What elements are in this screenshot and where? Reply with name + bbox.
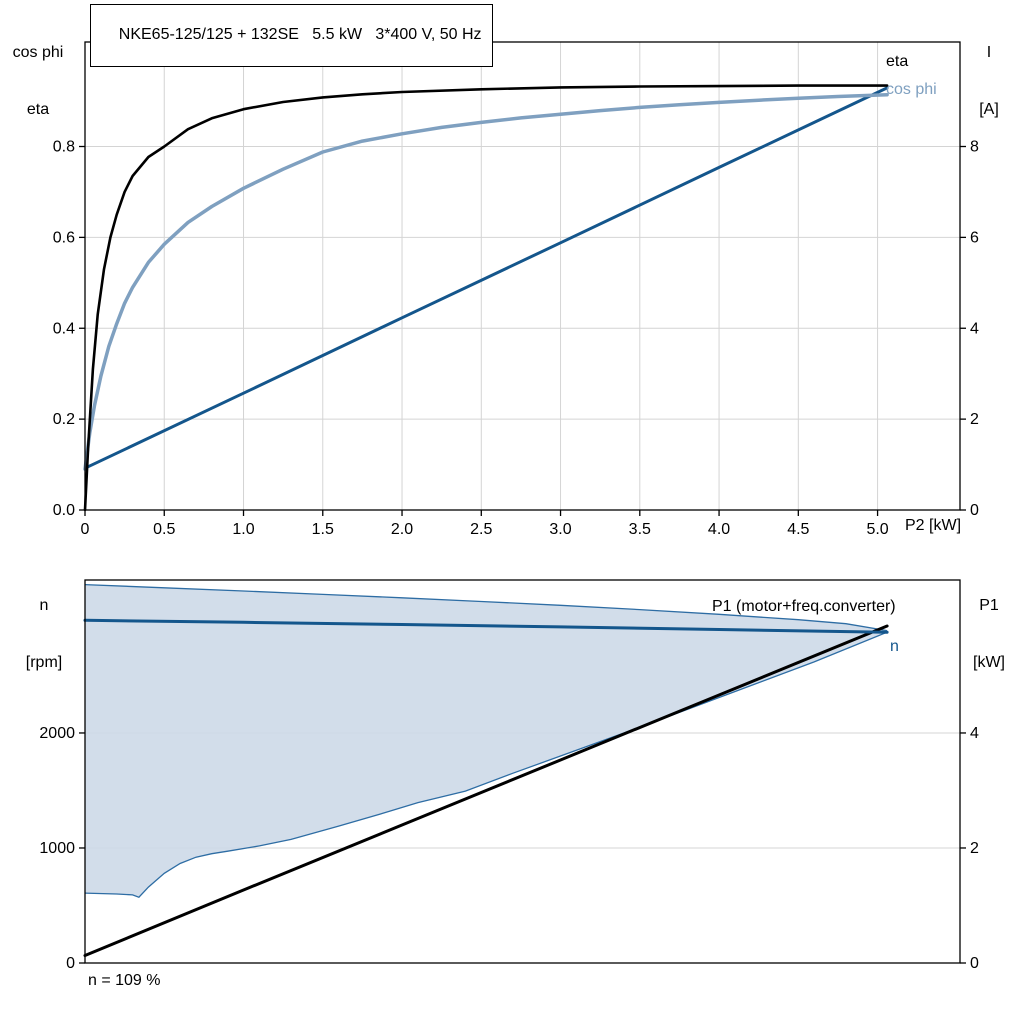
svg-text:2: 2 xyxy=(970,840,979,857)
eta-curve-label: eta xyxy=(886,53,909,70)
left-axis-label-cos-phi: cos phi xyxy=(12,44,64,61)
cos-phi-curve-label: cos phi xyxy=(886,81,937,98)
right-axis-label-kw-unit: [kW] xyxy=(973,654,1005,671)
svg-text:0: 0 xyxy=(81,521,90,538)
svg-text:0: 0 xyxy=(66,955,75,972)
svg-text:3.5: 3.5 xyxy=(629,521,651,538)
svg-text:0: 0 xyxy=(970,502,979,519)
svg-text:6: 6 xyxy=(970,229,979,246)
svg-text:0.8: 0.8 xyxy=(53,139,75,156)
lower-right-axis-label: P1 [kW] xyxy=(960,558,1018,710)
right-axis-label-ampere-unit: [A] xyxy=(979,101,999,118)
svg-text:0.0: 0.0 xyxy=(53,502,75,519)
upper-right-axis-label: I [A] xyxy=(960,5,1018,157)
svg-text:3.0: 3.0 xyxy=(549,521,571,538)
p1-curve-label: P1 (motor+freq.converter) xyxy=(712,598,896,615)
right-axis-label-current: I xyxy=(986,44,992,61)
svg-text:1.0: 1.0 xyxy=(232,521,254,538)
svg-text:4.5: 4.5 xyxy=(787,521,809,538)
svg-text:5.0: 5.0 xyxy=(866,521,888,538)
left-axis-label-speed: n xyxy=(39,597,49,614)
svg-text:1000: 1000 xyxy=(39,840,75,857)
svg-text:0.2: 0.2 xyxy=(53,411,75,428)
right-axis-label-p1: P1 xyxy=(979,597,999,614)
left-axis-label-eta: eta xyxy=(26,101,50,118)
svg-text:4: 4 xyxy=(970,320,979,337)
svg-text:1.5: 1.5 xyxy=(312,521,334,538)
svg-text:0.6: 0.6 xyxy=(53,229,75,246)
svg-text:2.0: 2.0 xyxy=(391,521,413,538)
left-axis-label-rpm-unit: [rpm] xyxy=(25,654,63,671)
chart-title-box: NKE65-125/125 + 132SE 5.5 kW 3*400 V, 50… xyxy=(90,4,493,67)
svg-text:0.5: 0.5 xyxy=(153,521,175,538)
speed-percentage-note: n = 109 % xyxy=(88,972,161,989)
svg-text:4.0: 4.0 xyxy=(708,521,730,538)
svg-text:0: 0 xyxy=(970,955,979,972)
svg-text:0.4: 0.4 xyxy=(53,320,75,337)
x-axis-label-p2: P2 [kW] xyxy=(905,517,962,534)
svg-text:2.5: 2.5 xyxy=(470,521,492,538)
chart-title: NKE65-125/125 + 132SE 5.5 kW 3*400 V, 50… xyxy=(118,26,482,43)
svg-text:2000: 2000 xyxy=(39,725,75,742)
svg-text:8: 8 xyxy=(970,139,979,156)
n-curve-label: n xyxy=(890,638,899,655)
lower-left-axis-label: n [rpm] xyxy=(6,558,82,710)
svg-text:4: 4 xyxy=(970,725,979,742)
upper-left-axis-label: cos phi eta xyxy=(6,5,70,157)
svg-text:2: 2 xyxy=(970,411,979,428)
